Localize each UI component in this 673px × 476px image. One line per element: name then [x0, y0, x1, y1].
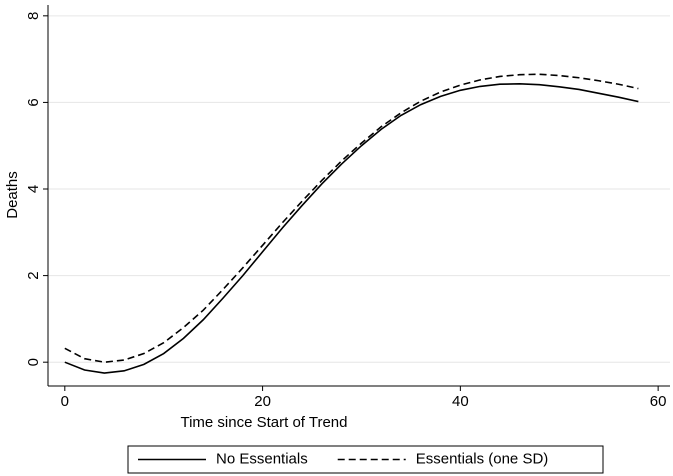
x-tick-label: 40	[452, 393, 469, 410]
legend-label: Essentials (one SD)	[416, 450, 549, 467]
y-tick-label: 2	[25, 271, 42, 279]
line-series	[64, 82, 639, 374]
y-tick-label: 0	[25, 358, 42, 366]
x-tick-label: 20	[254, 393, 271, 410]
x-tick-label: 0	[61, 393, 69, 410]
y-axis-title: Deaths	[4, 171, 21, 219]
legend-box	[127, 445, 604, 474]
y-tick-label: 6	[25, 98, 42, 106]
legend-label: No Essentials	[216, 450, 308, 467]
y-tick-label: 4	[25, 185, 42, 193]
y-tick-label: 8	[25, 12, 42, 20]
line-series	[64, 73, 639, 363]
x-axis-title: Time since Start of Trend	[180, 414, 347, 431]
x-tick-label: 60	[650, 393, 667, 410]
